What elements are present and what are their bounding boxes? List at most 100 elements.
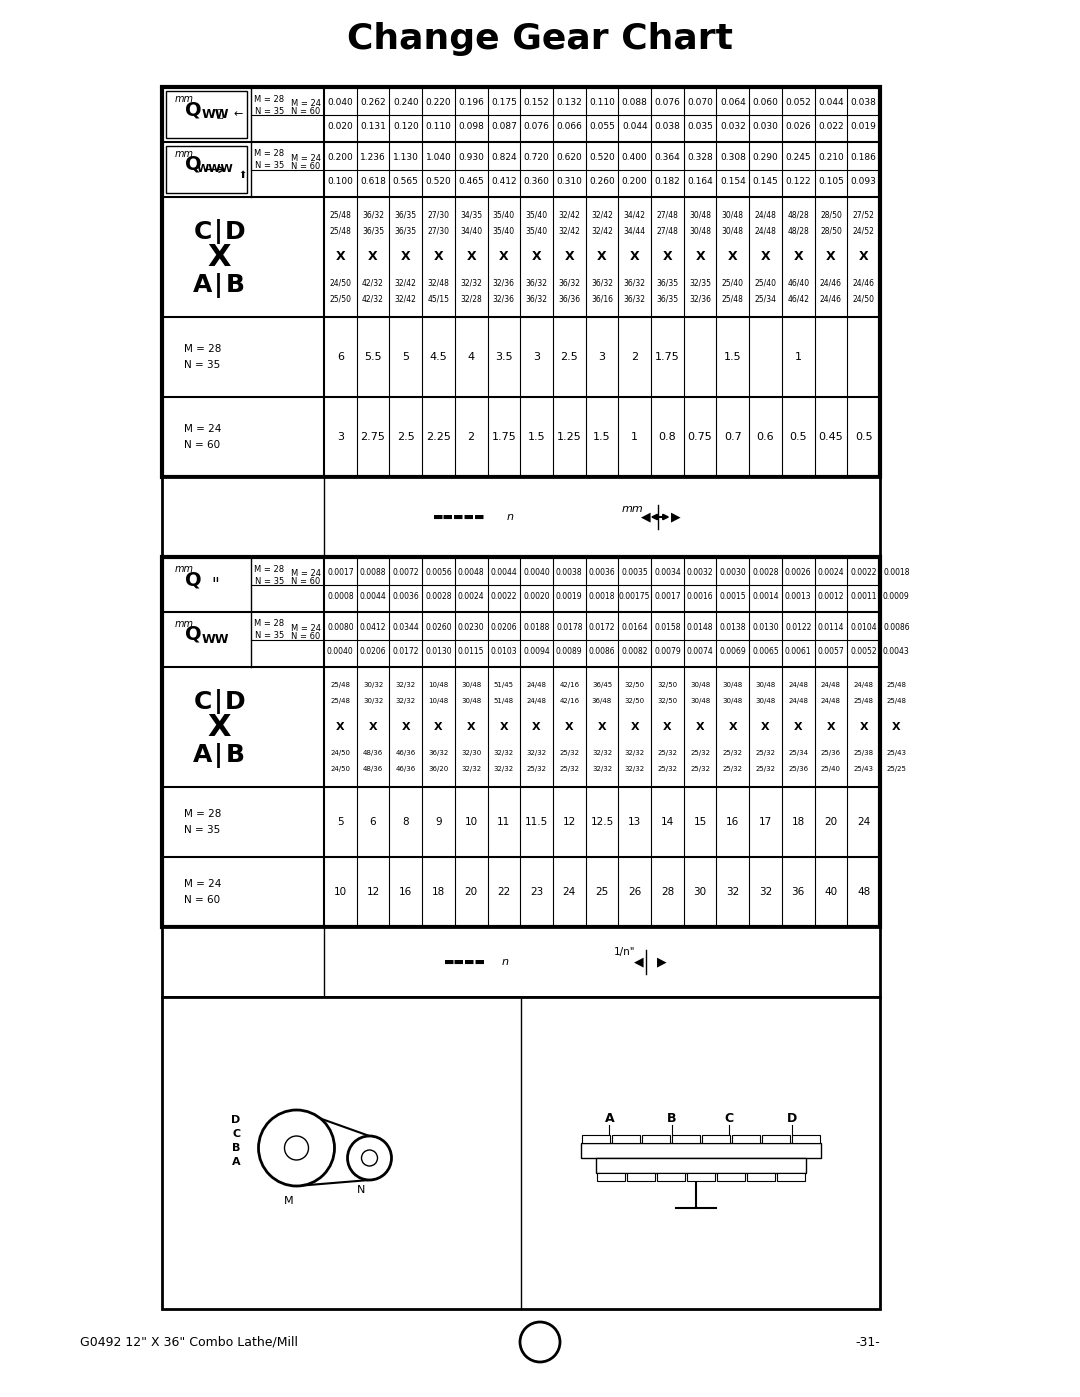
Text: X: X	[336, 250, 346, 264]
Text: Q: Q	[185, 624, 202, 644]
Text: N = 35: N = 35	[255, 162, 284, 170]
Text: 0.0015: 0.0015	[719, 592, 746, 601]
Text: 0.0061: 0.0061	[785, 647, 811, 657]
Text: 25: 25	[595, 887, 609, 897]
Text: 4: 4	[468, 352, 475, 362]
Text: 24/48: 24/48	[755, 226, 777, 235]
Text: 30/48: 30/48	[721, 211, 744, 219]
Text: X: X	[859, 250, 868, 264]
Text: 25/43: 25/43	[887, 750, 906, 756]
Text: 0.0130: 0.0130	[752, 623, 779, 631]
Text: 0.0032: 0.0032	[687, 569, 714, 577]
Text: 36/32: 36/32	[624, 295, 646, 303]
Text: 22: 22	[497, 887, 511, 897]
Text: X: X	[794, 722, 802, 732]
Text: 0.520: 0.520	[426, 177, 451, 186]
Text: 0.618: 0.618	[360, 177, 386, 186]
Text: 32/32: 32/32	[494, 750, 514, 756]
Text: 25/32: 25/32	[756, 750, 775, 756]
Text: N: N	[357, 1185, 366, 1194]
Text: 28/50: 28/50	[820, 211, 842, 219]
Bar	[596, 1173, 624, 1180]
Text: 25/48: 25/48	[330, 697, 350, 704]
Bar	[166, 91, 247, 138]
Text: 14: 14	[661, 817, 674, 827]
Text: 25/48: 25/48	[887, 682, 906, 687]
Bar	[702, 1134, 729, 1143]
Text: Q: Q	[185, 101, 202, 119]
Text: 48/28: 48/28	[787, 226, 809, 235]
Text: N = 60: N = 60	[292, 577, 321, 587]
Text: 32/32: 32/32	[461, 766, 482, 773]
Text: 25/32: 25/32	[690, 750, 711, 756]
Text: 0.038: 0.038	[851, 98, 877, 108]
Text: 1.040: 1.040	[426, 152, 451, 162]
Bar	[162, 997, 880, 1309]
Text: 27/52: 27/52	[853, 211, 875, 219]
Text: 0.0122: 0.0122	[785, 623, 811, 631]
Text: 0.044: 0.044	[622, 122, 648, 131]
Text: X: X	[631, 722, 639, 732]
Text: ▶: ▶	[657, 956, 666, 968]
Text: X: X	[368, 250, 378, 264]
Text: 23: 23	[530, 887, 543, 897]
Text: 0.087: 0.087	[491, 122, 517, 131]
Text: 24/48: 24/48	[527, 682, 546, 687]
Text: 36/45: 36/45	[592, 682, 612, 687]
Text: 0.520: 0.520	[589, 152, 615, 162]
Text: 0.220: 0.220	[426, 98, 451, 108]
Text: mm: mm	[622, 504, 644, 514]
Text: 24/52: 24/52	[853, 226, 875, 235]
Text: 30/48: 30/48	[689, 226, 711, 235]
Text: 0.0074: 0.0074	[687, 647, 714, 657]
Text: N = 60: N = 60	[185, 440, 220, 450]
Text: 0.0069: 0.0069	[719, 647, 746, 657]
Text: Change Gear Chart: Change Gear Chart	[347, 22, 733, 56]
Text: 0.022: 0.022	[819, 122, 843, 131]
Text: X: X	[892, 722, 901, 732]
Bar	[687, 1173, 715, 1180]
Text: ●: ●	[544, 1324, 550, 1331]
Text: 25/48: 25/48	[887, 697, 906, 704]
Text: 0.245: 0.245	[785, 152, 811, 162]
Text: 0.260: 0.260	[589, 177, 615, 186]
Text: 0.720: 0.720	[524, 152, 550, 162]
Text: 9: 9	[435, 817, 442, 827]
Text: 42/16: 42/16	[559, 697, 579, 704]
Text: 0.0036: 0.0036	[392, 592, 419, 601]
Text: 0.240: 0.240	[393, 98, 419, 108]
Text: 0.0230: 0.0230	[458, 623, 485, 631]
Text: 0.132: 0.132	[556, 98, 582, 108]
Text: X: X	[500, 722, 509, 732]
Text: 25/32: 25/32	[559, 750, 579, 756]
Text: 32/32: 32/32	[527, 750, 546, 756]
Text: ⬆: ⬆	[238, 169, 246, 179]
Text: 25/36: 25/36	[821, 750, 841, 756]
Text: 0.038: 0.038	[654, 122, 680, 131]
Text: 25/40: 25/40	[755, 279, 777, 288]
Text: 27/30: 27/30	[428, 226, 449, 235]
Text: 42/32: 42/32	[362, 279, 384, 288]
Text: 32/28: 32/28	[460, 295, 482, 303]
Text: M = 28: M = 28	[254, 149, 284, 158]
Text: 0.0009: 0.0009	[883, 592, 909, 601]
Text: 32: 32	[759, 887, 772, 897]
Text: 36/32: 36/32	[429, 750, 448, 756]
Text: |: |	[214, 219, 224, 244]
Text: N = 60: N = 60	[292, 108, 321, 116]
Text: 2.5: 2.5	[396, 432, 415, 441]
Text: X: X	[401, 250, 410, 264]
Text: 0.0206: 0.0206	[360, 647, 387, 657]
Text: mm: mm	[175, 619, 193, 629]
Text: X: X	[761, 722, 770, 732]
Text: X: X	[826, 722, 835, 732]
Text: 25/32: 25/32	[527, 766, 546, 773]
Text: 42/16: 42/16	[559, 682, 579, 687]
Text: 24/48: 24/48	[821, 697, 841, 704]
Text: 0.7: 0.7	[724, 432, 742, 441]
Text: 25/34: 25/34	[788, 750, 808, 756]
Text: N = 60: N = 60	[185, 895, 220, 905]
Text: 1.5: 1.5	[528, 432, 545, 441]
Text: X: X	[207, 243, 230, 271]
Text: 24/48: 24/48	[853, 682, 874, 687]
